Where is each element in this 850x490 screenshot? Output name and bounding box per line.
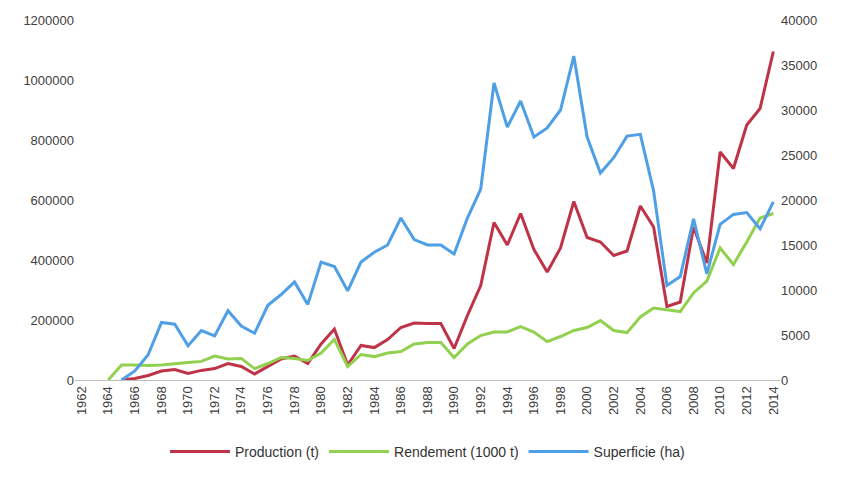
svg-text:400000: 400000 (31, 253, 74, 268)
svg-text:1968: 1968 (154, 386, 169, 415)
svg-text:1966: 1966 (127, 386, 142, 415)
svg-text:1994: 1994 (500, 386, 515, 415)
svg-text:2014: 2014 (766, 386, 781, 415)
svg-text:Production (t): Production (t) (235, 444, 319, 460)
svg-text:1986: 1986 (393, 386, 408, 415)
svg-text:1964: 1964 (100, 386, 115, 415)
svg-text:2012: 2012 (739, 386, 754, 415)
svg-text:2004: 2004 (633, 386, 648, 415)
svg-text:1962: 1962 (74, 386, 89, 415)
svg-text:2008: 2008 (686, 386, 701, 415)
svg-text:2000: 2000 (579, 386, 594, 415)
svg-text:Superficie (ha): Superficie (ha) (594, 444, 685, 460)
svg-text:1984: 1984 (367, 386, 382, 415)
svg-text:1988: 1988 (420, 386, 435, 415)
svg-text:1976: 1976 (260, 386, 275, 415)
svg-text:600000: 600000 (31, 193, 74, 208)
svg-text:30000: 30000 (781, 103, 817, 118)
svg-text:2002: 2002 (606, 386, 621, 415)
svg-text:1990: 1990 (446, 386, 461, 415)
svg-text:35000: 35000 (781, 58, 817, 73)
svg-text:0: 0 (67, 373, 74, 388)
svg-text:1974: 1974 (233, 386, 248, 415)
svg-text:1992: 1992 (473, 386, 488, 415)
svg-text:800000: 800000 (31, 133, 74, 148)
svg-text:Rendement (1000 t): Rendement (1000 t) (394, 444, 519, 460)
svg-text:1996: 1996 (526, 386, 541, 415)
svg-text:20000: 20000 (781, 193, 817, 208)
svg-text:10000: 10000 (781, 283, 817, 298)
svg-text:2006: 2006 (659, 386, 674, 415)
svg-text:1982: 1982 (340, 386, 355, 415)
svg-text:1978: 1978 (287, 386, 302, 415)
svg-text:1980: 1980 (313, 386, 328, 415)
svg-text:1970: 1970 (180, 386, 195, 415)
svg-text:1000000: 1000000 (23, 73, 74, 88)
svg-text:5000: 5000 (781, 328, 810, 343)
svg-text:0: 0 (781, 373, 788, 388)
svg-text:1200000: 1200000 (23, 13, 74, 28)
svg-text:2010: 2010 (712, 386, 727, 415)
svg-text:25000: 25000 (781, 148, 817, 163)
svg-text:1998: 1998 (553, 386, 568, 415)
svg-text:15000: 15000 (781, 238, 817, 253)
svg-text:200000: 200000 (31, 313, 74, 328)
svg-text:1972: 1972 (207, 386, 222, 415)
svg-text:40000: 40000 (781, 13, 817, 28)
